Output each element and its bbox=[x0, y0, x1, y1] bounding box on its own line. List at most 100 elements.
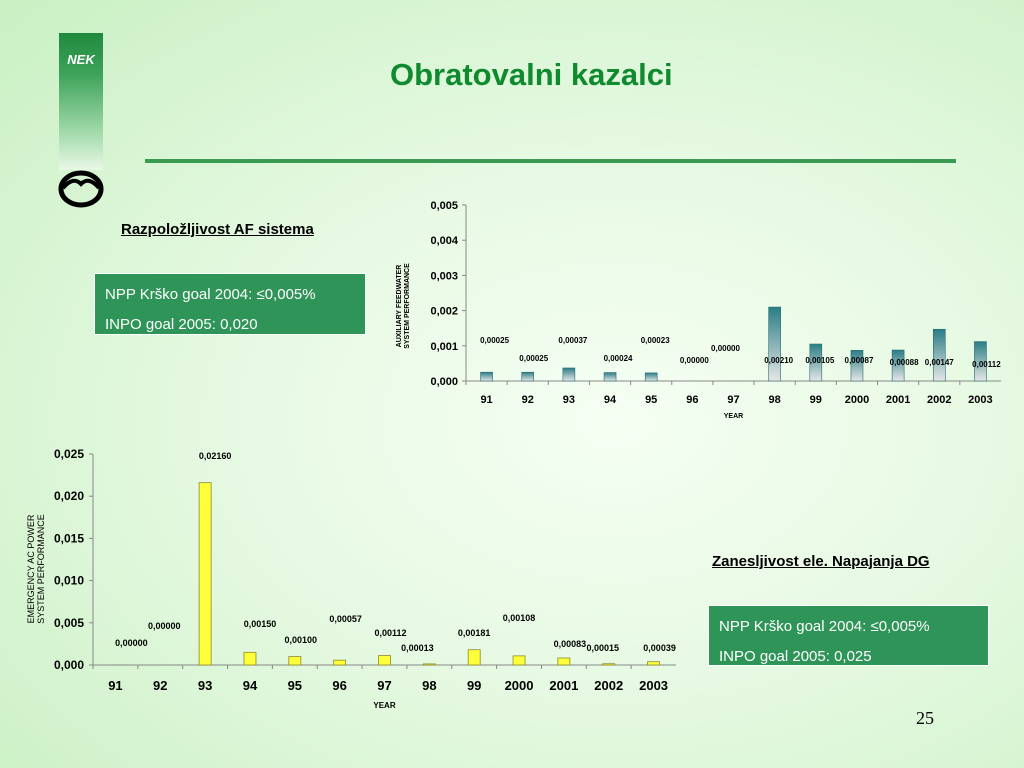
dg-category-label: 99 bbox=[467, 678, 481, 693]
page-number: 25 bbox=[916, 708, 934, 728]
dg-goal-line-2: INPO goal 2005: 0,025 bbox=[719, 648, 872, 665]
dg-data-label: 0,00100 bbox=[285, 635, 318, 645]
dg-goal-box: NPP Krško goal 2004: ≤0,005% INPO goal 2… bbox=[708, 605, 989, 666]
af-category-label: 94 bbox=[604, 394, 617, 406]
dg-data-label: 0,00112 bbox=[374, 628, 406, 638]
af-category-label: 96 bbox=[686, 394, 698, 406]
dg-category-label: 93 bbox=[198, 678, 212, 693]
dg-y-tick-label: 0,025 bbox=[54, 447, 84, 461]
af-goal-line-2: INPO goal 2005: 0,020 bbox=[105, 316, 258, 333]
dg-bar bbox=[243, 651, 257, 666]
af-category-label: 2002 bbox=[927, 394, 951, 406]
dg-data-label: 0,00150 bbox=[244, 619, 277, 629]
dg-category-label: 97 bbox=[377, 678, 391, 693]
dg-bar bbox=[512, 655, 526, 666]
dg-category-label: 98 bbox=[422, 678, 436, 693]
af-bar bbox=[809, 343, 823, 382]
dg-bar bbox=[378, 655, 391, 666]
dg-y-tick-label: 0,005 bbox=[54, 616, 84, 630]
af-data-label: 0,00037 bbox=[558, 336, 587, 345]
dg-y-tick-label: 0,000 bbox=[54, 658, 84, 672]
af-x-axis-title: YEAR bbox=[724, 413, 743, 420]
af-y-tick-label: 0,002 bbox=[430, 306, 458, 318]
page-title: Obratovalni kazalci bbox=[390, 57, 673, 92]
dg-data-label: 0,00000 bbox=[115, 638, 148, 648]
af-y-axis-title: AUXILIARY FEEDWATER bbox=[396, 265, 403, 348]
af-data-label: 0,00025 bbox=[480, 336, 509, 345]
dg-bar bbox=[602, 663, 616, 666]
af-data-label: 0,00000 bbox=[711, 344, 740, 353]
dg-y-axis-title: EMERGENCY AC POWER bbox=[26, 514, 36, 623]
dg-category-label: 95 bbox=[288, 678, 302, 693]
dg-section-heading: Zanesljivost ele. Napajanja DG bbox=[712, 553, 930, 570]
af-data-label: 0,00210 bbox=[764, 356, 793, 365]
dg-category-label: 2003 bbox=[639, 678, 668, 693]
title-divider bbox=[145, 159, 956, 163]
af-data-label: 0,00000 bbox=[680, 356, 709, 365]
dg-data-label: 0,00108 bbox=[503, 613, 536, 623]
af-y-tick-label: 0,004 bbox=[430, 235, 458, 247]
af-category-label: 91 bbox=[480, 394, 492, 406]
af-y-tick-label: 0,001 bbox=[430, 341, 458, 353]
af-bar bbox=[562, 367, 576, 382]
af-data-label: 0,00024 bbox=[604, 354, 633, 363]
af-data-label: 0,00025 bbox=[519, 354, 548, 363]
dg-category-label: 91 bbox=[108, 678, 122, 693]
af-data-label: 0,00088 bbox=[890, 358, 919, 367]
dg-data-label: 0,00015 bbox=[586, 643, 619, 653]
af-bar bbox=[891, 349, 905, 382]
af-section-heading: Razpoložljivost AF sistema bbox=[121, 221, 314, 238]
dg-bar bbox=[198, 482, 212, 666]
af-goal-line-1: NPP Krško goal 2004: ≤0,005% bbox=[105, 286, 316, 303]
af-category-label: 97 bbox=[727, 394, 739, 406]
af-goal-box: NPP Krško goal 2004: ≤0,005% INPO goal 2… bbox=[94, 273, 366, 335]
nek-emblem-icon bbox=[58, 170, 104, 208]
dg-goal-line-1: NPP Krško goal 2004: ≤0,005% bbox=[719, 618, 930, 635]
dg-category-label: 2000 bbox=[505, 678, 534, 693]
af-category-label: 2003 bbox=[968, 394, 992, 406]
af-data-label: 0,00147 bbox=[925, 358, 954, 367]
af-y-tick-label: 0,003 bbox=[430, 270, 458, 282]
logo-text: NEK bbox=[67, 52, 95, 67]
dg-bar bbox=[288, 656, 302, 666]
dg-x-axis-title: YEAR bbox=[373, 701, 395, 710]
af-y-tick-label: 0,000 bbox=[430, 376, 458, 388]
dg-y-axis-title: SYSTEM PERFORMANCE bbox=[36, 514, 46, 624]
dg-data-label: 0,00057 bbox=[329, 614, 362, 624]
af-bar bbox=[768, 306, 781, 382]
af-category-label: 93 bbox=[563, 394, 575, 406]
dg-bar bbox=[467, 649, 481, 666]
af-bar bbox=[644, 372, 658, 382]
dg-bar bbox=[333, 659, 347, 666]
dg-data-label: 0,00039 bbox=[643, 643, 676, 653]
af-category-label: 99 bbox=[810, 394, 822, 406]
dg-data-label: 0,00013 bbox=[401, 643, 434, 653]
dg-data-label: 0,00181 bbox=[458, 628, 491, 638]
af-bar bbox=[480, 371, 493, 382]
dg-category-label: 2002 bbox=[594, 678, 623, 693]
dg-category-label: 2001 bbox=[549, 678, 578, 693]
dg-category-label: 92 bbox=[153, 678, 167, 693]
af-category-label: 2000 bbox=[845, 394, 869, 406]
dg-bar bbox=[557, 657, 571, 666]
af-category-label: 95 bbox=[645, 394, 657, 406]
af-data-label: 0,00023 bbox=[641, 336, 670, 345]
dg-data-label: 0,00083 bbox=[554, 639, 587, 649]
logo-bar bbox=[59, 33, 103, 170]
af-data-label: 0,00087 bbox=[845, 356, 874, 365]
dg-data-label: 0,00000 bbox=[148, 621, 181, 631]
dg-y-tick-label: 0,010 bbox=[54, 574, 84, 588]
dg-category-label: 94 bbox=[243, 678, 258, 693]
dg-y-tick-label: 0,020 bbox=[54, 489, 84, 503]
af-y-axis-title: SYSTEM PERFORMANCE bbox=[404, 263, 411, 349]
af-data-label: 0,00105 bbox=[805, 356, 834, 365]
af-bar bbox=[603, 372, 617, 382]
af-category-label: 98 bbox=[769, 394, 781, 406]
dg-category-label: 96 bbox=[332, 678, 346, 693]
dg-bar bbox=[647, 661, 660, 666]
af-bar bbox=[521, 371, 535, 382]
af-data-label: 0,00112 bbox=[972, 360, 1001, 369]
af-bar bbox=[932, 328, 946, 382]
dg-y-tick-label: 0,015 bbox=[54, 531, 84, 545]
